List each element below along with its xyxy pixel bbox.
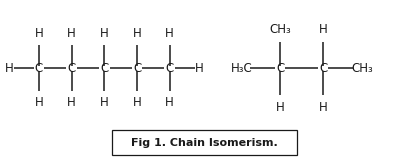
Text: H: H (100, 96, 109, 109)
Text: H: H (319, 101, 328, 114)
Text: H: H (67, 27, 76, 40)
Text: H: H (319, 23, 328, 35)
Text: H: H (100, 27, 109, 40)
Text: H: H (133, 96, 142, 109)
Text: H: H (133, 27, 142, 40)
Text: H₃C: H₃C (230, 62, 252, 75)
Text: C: C (67, 62, 76, 75)
Text: CH₃: CH₃ (351, 62, 373, 75)
Text: C: C (166, 62, 174, 75)
Text: C: C (100, 62, 108, 75)
Text: C: C (35, 62, 43, 75)
Text: C: C (276, 62, 284, 75)
Text: Fig 1. Chain Isomerism.: Fig 1. Chain Isomerism. (131, 138, 278, 148)
Text: H: H (165, 27, 174, 40)
FancyBboxPatch shape (112, 130, 297, 155)
Text: H: H (276, 101, 285, 114)
Text: H: H (4, 62, 13, 75)
Text: C: C (133, 62, 141, 75)
Text: H: H (34, 27, 43, 40)
Text: H: H (165, 96, 174, 109)
Text: CH₃: CH₃ (269, 23, 291, 35)
Text: C: C (319, 62, 327, 75)
Text: H: H (34, 96, 43, 109)
Text: H: H (67, 96, 76, 109)
Text: H: H (195, 62, 204, 75)
